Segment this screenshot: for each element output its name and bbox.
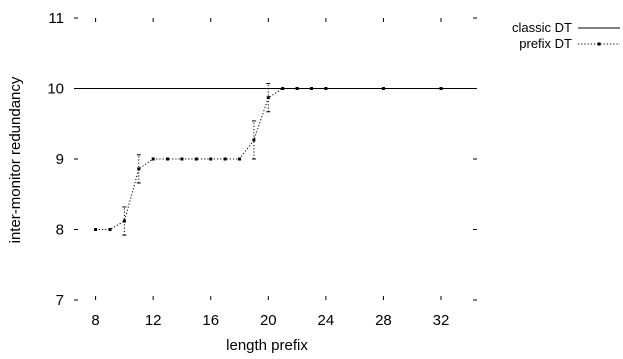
data-point: [439, 87, 443, 90]
data-point: [324, 87, 328, 90]
y-tick-label: 9: [56, 151, 64, 168]
data-point: [122, 219, 126, 223]
legend-marker-prefix-dt: [597, 42, 601, 46]
x-tick-label: 20: [260, 312, 277, 329]
x-tick-label: 8: [91, 312, 99, 329]
data-point: [266, 96, 270, 100]
axis-ticks: 7 8 9 10 11 8 12 16 20 24 28 32: [47, 10, 477, 329]
x-tick-label: 12: [145, 312, 162, 329]
legend: classic DT prefix DT: [512, 20, 620, 51]
data-point: [151, 157, 155, 161]
data-point: [108, 228, 112, 231]
data-point: [223, 157, 227, 161]
data-point: [295, 87, 299, 90]
y-tick-label: 10: [47, 81, 64, 98]
data-point: [137, 167, 141, 171]
axis-labels: length prefix inter-monitor redundancy: [7, 76, 308, 354]
y-tick-label: 7: [56, 292, 64, 309]
x-axis-label: length prefix: [226, 337, 308, 354]
series-group: [74, 83, 477, 236]
y-tick-label: 11: [48, 10, 64, 27]
data-point: [94, 228, 98, 231]
data-point: [180, 157, 184, 161]
legend-label-prefix-dt: prefix DT: [519, 36, 572, 51]
data-point: [194, 157, 198, 161]
data-point: [252, 138, 256, 142]
data-point: [309, 87, 313, 90]
x-tick-label: 28: [375, 312, 392, 329]
series-prefix-dt: [94, 83, 443, 236]
x-tick-label: 32: [433, 312, 450, 329]
y-axis-label: inter-monitor redundancy: [7, 76, 24, 243]
data-point: [238, 157, 242, 161]
data-point: [209, 157, 213, 161]
data-point: [166, 157, 170, 161]
data-point: [281, 87, 285, 90]
x-tick-label: 24: [318, 312, 335, 329]
series-line-prefix-dt: [95, 88, 441, 230]
x-tick-label: 16: [202, 312, 219, 329]
y-tick-label: 8: [56, 222, 64, 239]
legend-label-classic-dt: classic DT: [512, 20, 572, 35]
data-point: [381, 87, 385, 90]
